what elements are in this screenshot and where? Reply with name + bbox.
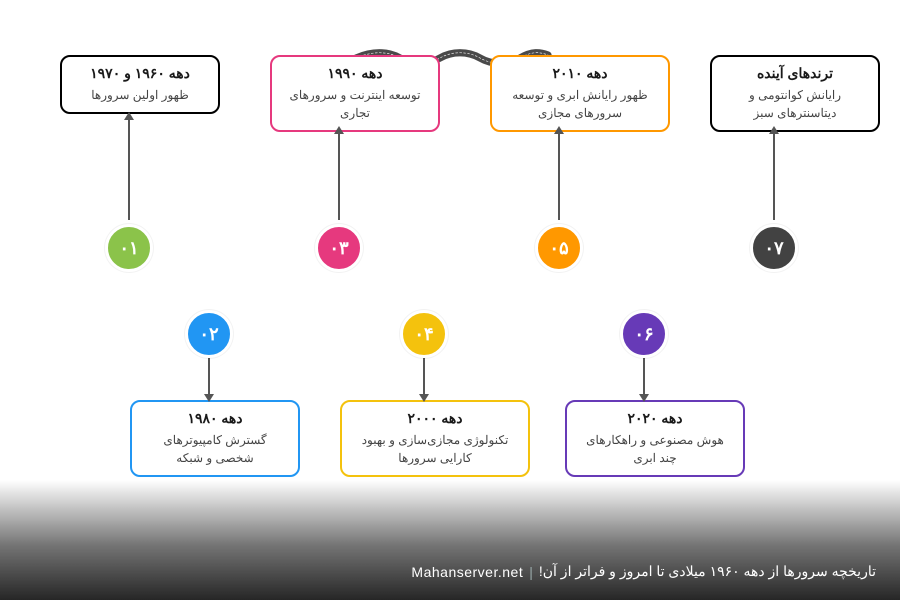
milestone-box-03: دهه ۱۹۹۰ توسعه اینترنت و سرورهای تجاری	[270, 55, 440, 132]
footer-divider: |	[529, 564, 533, 580]
milestone-box-05: دهه ۲۰۱۰ ظهور رایانش ابری و توسعه سرورها…	[490, 55, 670, 132]
milestone-box-01: دهه ۱۹۶۰ و ۱۹۷۰ ظهور اولین سرورها	[60, 55, 220, 114]
milestone-desc: ظهور اولین سرورها	[76, 86, 204, 104]
arrowhead-02	[204, 394, 214, 402]
milestone-box-04: دهه ۲۰۰۰ تکنولوژی مجازی‌سازی و بهبود کار…	[340, 400, 530, 477]
milestone-desc: ظهور رایانش ابری و توسعه سرورهای مجازی	[506, 86, 654, 122]
milestone-title: دهه ۱۹۸۰	[146, 410, 284, 427]
milestone-title: دهه ۱۹۹۰	[286, 65, 424, 82]
milestone-desc: گسترش کامپیوترهای شخصی و شبکه	[146, 431, 284, 467]
milestone-desc: توسعه اینترنت و سرورهای تجاری	[286, 86, 424, 122]
milestone-desc: هوش مصنوعی و راهکارهای چند ابری	[581, 431, 729, 467]
milestone-desc: تکنولوژی مجازی‌سازی و بهبود کارایی سروره…	[356, 431, 514, 467]
milestone-title: دهه ۲۰۲۰	[581, 410, 729, 427]
arrowhead-01	[124, 112, 134, 120]
num-circle-03: ۰۳	[315, 224, 363, 272]
arrowhead-04	[419, 394, 429, 402]
arrowhead-06	[639, 394, 649, 402]
milestone-box-02: دهه ۱۹۸۰ گسترش کامپیوترهای شخصی و شبکه	[130, 400, 300, 477]
milestone-title: دهه ۱۹۶۰ و ۱۹۷۰	[76, 65, 204, 82]
connector-05	[558, 132, 560, 220]
arrowhead-03	[334, 126, 344, 134]
footer-site: Mahanserver.net	[411, 564, 523, 580]
num-circle-05: ۰۵	[535, 224, 583, 272]
milestone-title: ترندهای آینده	[726, 65, 864, 82]
num-circle-02: ۰۲	[185, 310, 233, 358]
footer-headline: تاریخچه سرورها از دهه ۱۹۶۰ میلادی تا امر…	[539, 563, 876, 580]
milestone-box-07: ترندهای آینده رایانش کوانتومی و دیتاسنتر…	[710, 55, 880, 132]
milestone-title: دهه ۲۰۱۰	[506, 65, 654, 82]
milestone-desc: رایانش کوانتومی و دیتاسنترهای سبز	[726, 86, 864, 122]
connector-03	[338, 132, 340, 220]
connector-06	[643, 358, 645, 396]
connector-02	[208, 358, 210, 396]
num-circle-01: ۰۱	[105, 224, 153, 272]
connector-01	[128, 118, 130, 220]
milestone-title: دهه ۲۰۰۰	[356, 410, 514, 427]
infographic-canvas: دهه ۱۹۶۰ و ۱۹۷۰ ظهور اولین سرورها ۰۱ دهه…	[0, 0, 900, 600]
num-circle-04: ۰۴	[400, 310, 448, 358]
arrowhead-05	[554, 126, 564, 134]
num-circle-06: ۰۶	[620, 310, 668, 358]
connector-07	[773, 132, 775, 220]
arrowhead-07	[769, 126, 779, 134]
connector-04	[423, 358, 425, 396]
footer: تاریخچه سرورها از دهه ۱۹۶۰ میلادی تا امر…	[0, 480, 900, 600]
num-circle-07: ۰۷	[750, 224, 798, 272]
milestone-box-06: دهه ۲۰۲۰ هوش مصنوعی و راهکارهای چند ابری	[565, 400, 745, 477]
